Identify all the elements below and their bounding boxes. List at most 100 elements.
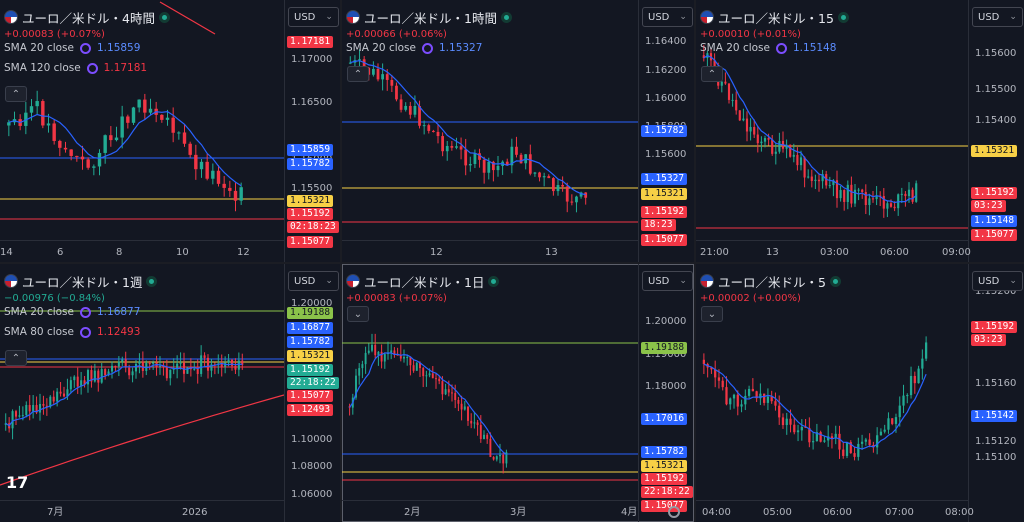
sma-line[interactable] — [703, 363, 927, 450]
time-tick: 12 — [237, 247, 250, 258]
market-open-status-icon — [837, 11, 849, 23]
candle-body — [93, 370, 96, 382]
candle-body — [128, 367, 131, 376]
price-axis[interactable]: 1.200001.190001.180001.160001.191881.170… — [638, 264, 694, 522]
price-axis[interactable]: 1.170001.165001.160001.155001.171811.158… — [284, 0, 340, 262]
symbol-title[interactable]: ユーロ／米ドル・4時間 — [22, 10, 155, 26]
tradingview-logo-icon[interactable]: 17 — [6, 473, 29, 492]
chart-panel[interactable]: ユーロ／米ドル・1週 −0.00976 (−0.84%) SMA 20 close 1… — [0, 264, 340, 522]
indicator-legend[interactable]: SMA 20 close 1.15859 — [4, 42, 140, 54]
candle-body — [796, 430, 800, 433]
candle-body — [717, 377, 721, 381]
price-label: 1.15192 — [641, 206, 688, 218]
currency-select[interactable]: USD ⌄ — [642, 271, 693, 291]
sma-line[interactable] — [8, 110, 242, 187]
chart-panel[interactable]: ユーロ／米ドル・15 +0.00010 (+0.01%) SMA 20 close 1… — [696, 0, 1024, 262]
candle-body — [234, 365, 237, 370]
price-tick: 1.16000 — [645, 93, 687, 104]
time-axis[interactable]: 04:00 05:00 06:00 07:00 08:00 — [696, 500, 974, 522]
candle-body — [62, 393, 66, 397]
time-tick: 07:00 — [885, 507, 914, 518]
symbol-header[interactable]: ユーロ／米ドル・5 — [700, 272, 841, 290]
currency-select[interactable]: USD ⌄ — [288, 7, 339, 27]
collapse-legend-button[interactable]: ⌃ — [347, 66, 369, 82]
symbol-header[interactable]: ユーロ／米ドル・1日 — [346, 272, 500, 290]
symbol-title[interactable]: ユーロ／米ドル・1時間 — [364, 10, 497, 26]
candle-body — [893, 206, 896, 209]
gear-icon[interactable] — [668, 506, 680, 518]
candle-body — [49, 396, 52, 407]
candle-body — [842, 449, 845, 456]
price-plot[interactable] — [696, 264, 968, 500]
symbol-header[interactable]: ユーロ／米ドル・15 — [700, 8, 849, 26]
price-plot[interactable] — [342, 0, 638, 240]
price-tick: 1.15160 — [975, 378, 1017, 389]
time-axis[interactable]: 12 13 — [342, 240, 638, 262]
candle-body — [868, 439, 871, 446]
candle-body — [52, 123, 56, 141]
candle-body — [210, 364, 213, 371]
candle-body — [435, 378, 437, 380]
candle-body — [35, 405, 38, 413]
price-axis[interactable]: 1.164001.162001.160001.158001.156001.157… — [638, 0, 694, 262]
price-plot[interactable] — [0, 0, 284, 240]
indicator-legend[interactable]: SMA 120 close 1.17181 — [4, 62, 147, 74]
chart-panel[interactable]: ユーロ／米ドル・1時間 +0.00066 (+0.06%) SMA 20 close… — [342, 0, 694, 262]
symbol-header[interactable]: ユーロ／米ドル・1時間 — [346, 8, 512, 26]
symbol-header[interactable]: ユーロ／米ドル・4時間 — [4, 8, 170, 26]
candle-body — [721, 380, 724, 388]
symbol-header[interactable]: ユーロ／米ドル・1週 — [4, 272, 158, 290]
indicator-name: SMA 80 close — [4, 326, 74, 338]
candle-body — [515, 146, 518, 155]
currency-select[interactable]: USD ⌄ — [288, 271, 339, 291]
symbol-title[interactable]: ユーロ／米ドル・5 — [718, 274, 826, 290]
collapse-legend-button[interactable]: ⌃ — [701, 66, 723, 82]
price-axis[interactable]: 1.152001.151801.151601.151201.151001.151… — [968, 264, 1024, 522]
expand-legend-button[interactable]: ⌄ — [347, 306, 369, 322]
indicator-legend[interactable]: SMA 20 close 1.15327 — [346, 42, 482, 54]
chart-panel[interactable]: ユーロ／米ドル・5+0.00002 (+0.00%)⌄1.152001.1518… — [696, 264, 1024, 522]
time-tick: 2月 — [404, 507, 421, 518]
time-axis[interactable]: 2月 3月 4月 — [342, 500, 638, 522]
sma-120-line[interactable] — [159, 1, 216, 35]
time-axis[interactable]: 21:00 13 03:00 06:00 09:00 — [696, 240, 971, 262]
currency-select[interactable]: USD ⌄ — [642, 7, 693, 27]
collapse-legend-button[interactable]: ⌃ — [5, 350, 27, 366]
sma-line[interactable] — [349, 352, 507, 456]
indicator-legend[interactable]: SMA 20 close 1.16877 — [4, 306, 140, 318]
chevron-down-icon: ⌄ — [1009, 12, 1017, 22]
candle-body — [86, 370, 90, 385]
price-axis[interactable]: 1.15600 1.15500 1.15400 1.15321 1.15192 03:23… — [968, 0, 1024, 262]
chart-panel[interactable]: ユーロ／米ドル・4時間 +0.00083 (+0.07%) SMA 20 close… — [0, 0, 340, 262]
time-axis[interactable]: 6 8 10 12 14 — [0, 240, 284, 262]
time-axis[interactable]: 7月 2026 — [0, 500, 284, 522]
candle-body — [774, 151, 777, 154]
candle-body — [107, 371, 110, 376]
sma-line[interactable] — [5, 362, 243, 427]
sma-80-line[interactable] — [0, 394, 284, 486]
indicator-legend[interactable]: SMA 80 close 1.12493 — [4, 326, 140, 338]
price-plot[interactable] — [342, 264, 638, 500]
symbol-title[interactable]: ユーロ／米ドル・1日 — [364, 274, 485, 290]
price-axis[interactable]: 1.20000 1.10000 1.08000 1.06000 1.19188 1.168… — [284, 264, 340, 522]
candle-body — [103, 135, 107, 153]
price-plot[interactable] — [0, 264, 284, 500]
symbol-title[interactable]: ユーロ／米ドル・1週 — [22, 274, 143, 290]
symbol-title[interactable]: ユーロ／米ドル・15 — [718, 10, 834, 26]
price-tick: 1.15400 — [975, 115, 1017, 126]
price-tick: 1.15600 — [975, 48, 1017, 59]
candle-body — [828, 185, 831, 187]
collapse-legend-button[interactable]: ⌃ — [5, 86, 27, 102]
currency-select[interactable]: USD ⌄ — [972, 271, 1023, 291]
expand-legend-button[interactable]: ⌄ — [701, 306, 723, 322]
sma-line[interactable] — [703, 54, 917, 204]
indicator-legend[interactable]: SMA 20 close 1.15148 — [700, 42, 836, 54]
chart-panel[interactable]: ユーロ／米ドル・1日 +0.00083 (+0.07%) ⌄ 1.20000 1.190… — [342, 264, 694, 522]
candle-body — [731, 99, 734, 101]
candle-body — [817, 179, 821, 182]
candle-body — [200, 355, 203, 374]
sma-line[interactable] — [350, 60, 586, 196]
currency-select[interactable]: USD ⌄ — [972, 7, 1023, 27]
candle-body — [100, 369, 103, 383]
candle-body — [92, 166, 96, 168]
